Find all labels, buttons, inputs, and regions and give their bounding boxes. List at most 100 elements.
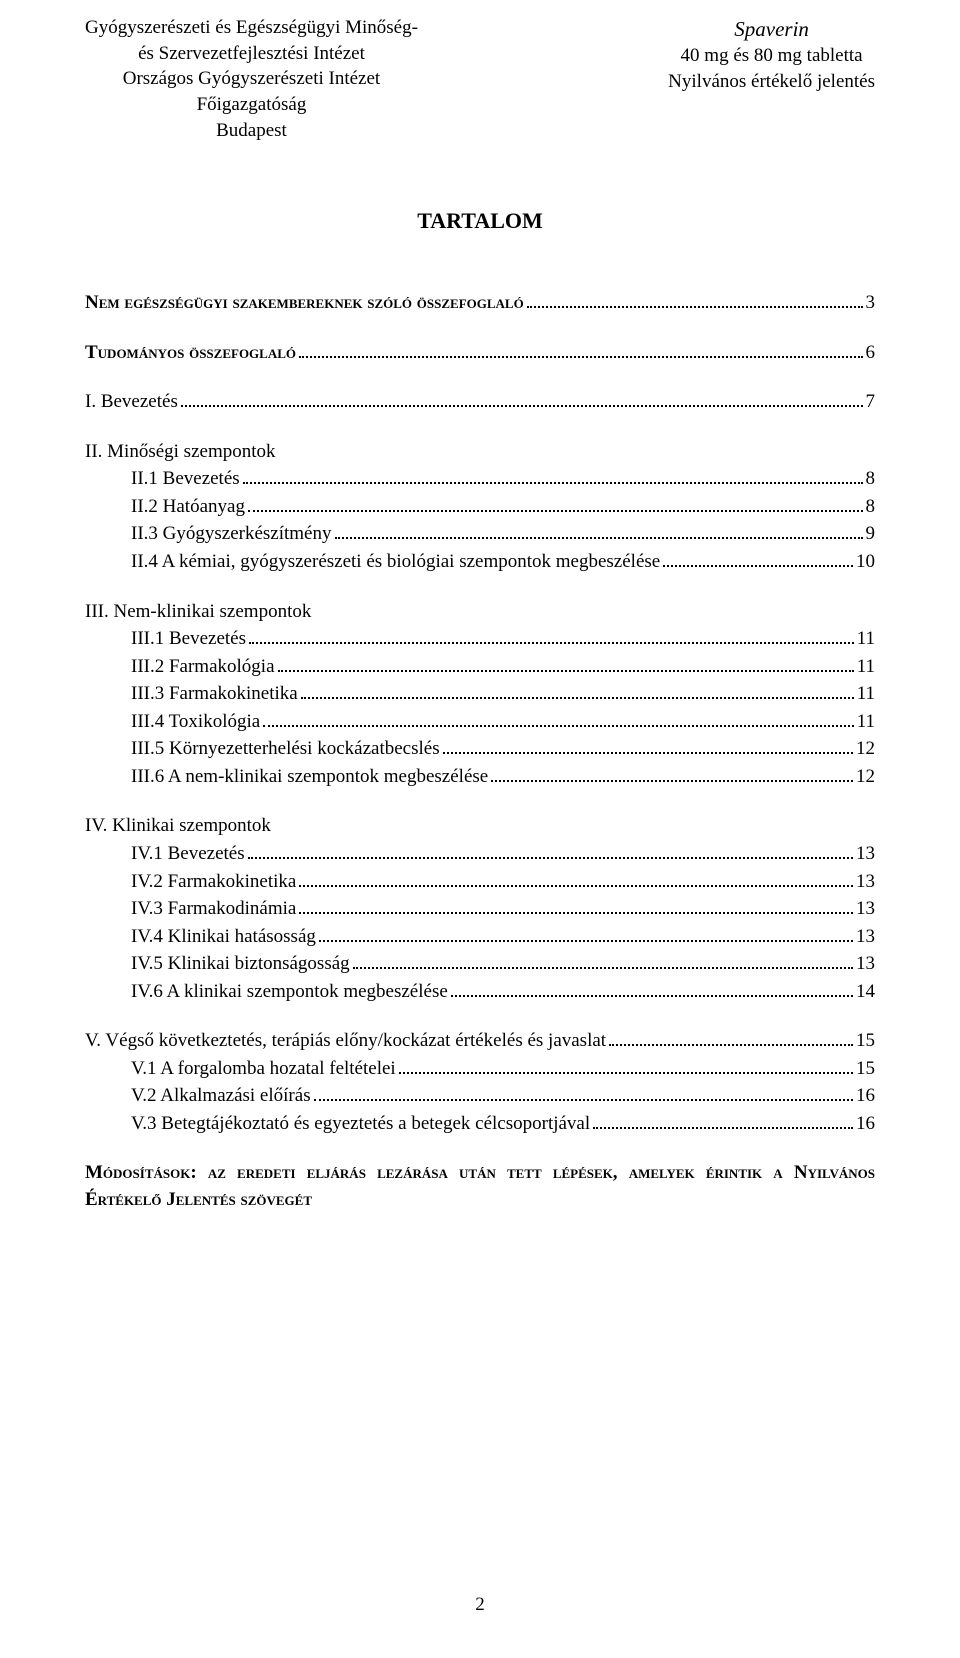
toc-dots [299,885,853,887]
toc-entry-text: III.3 Farmakokinetika [131,680,298,708]
toc-dots [243,482,863,484]
toc-entry-page: 10 [856,548,875,576]
toc-entry: V.2 Alkalmazási előírás 16 [131,1082,875,1110]
toc-entry-page: 11 [857,680,875,708]
toc-entry: II.4 A kémiai, gyógyszerészeti és biológ… [131,548,875,576]
toc-entry-text: IV.6 A klinikai szempontok megbeszélése [131,978,448,1006]
toc-entry-text: IV.3 Farmakodinámia [131,895,296,923]
toc-entry: III.4 Toxikológia 11 [131,708,875,736]
toc-entry: V. Végső következtetés, terápiás előny/k… [85,1027,875,1055]
toc-dots [399,1072,853,1074]
table-of-contents: Nem egészségügyi szakembereknek szóló ös… [85,289,875,1137]
toc-entry-text: III.2 Farmakológia [131,653,275,681]
toc-entry: V.3 Betegtájékoztató és egyeztetés a bet… [131,1110,875,1138]
toc-section-header: III. Nem-klinikai szempontok [85,598,875,626]
toc-entry-text: Tudományos összefoglaló [85,339,296,367]
toc-dots [335,537,863,539]
toc-entry: III.6 A nem-klinikai szempontok megbeszé… [131,763,875,791]
toc-entry-page: 13 [856,868,875,896]
toc-entry-page: 15 [856,1027,875,1055]
header-left-line2: és Szervezetfejlesztési Intézet [85,41,418,67]
toc-section-header: IV. Klinikai szempontok [85,812,875,840]
page-number: 2 [85,1594,875,1616]
footer-paragraph: Módosítások: az eredeti eljárás lezárása… [85,1160,875,1213]
toc-entry: III.3 Farmakokinetika 11 [131,680,875,708]
toc-entry: IV.2 Farmakokinetika 13 [131,868,875,896]
document-header: Gyógyszerészeti és Egészségügyi Minőség-… [85,15,875,143]
toc-entry-page: 13 [856,895,875,923]
toc-dots [527,306,863,308]
toc-entry: II.1 Bevezetés 8 [131,465,875,493]
toc-entry-text: V.2 Alkalmazási előírás [131,1082,311,1110]
toc-entry-page: 7 [866,388,876,416]
toc-dots [314,1099,853,1101]
header-left-line5: Budapest [85,118,418,144]
header-left-line4: Főigazgatóság [85,92,418,118]
toc-dots [248,857,853,859]
toc-entry-text: II.2 Hatóanyag [131,493,245,521]
toc-entry-text: III.4 Toxikológia [131,708,260,736]
toc-entry-page: 8 [866,465,876,493]
toc-entry-page: 9 [866,520,876,548]
toc-entry: IV.1 Bevezetés13 [131,840,875,868]
toc-entry-page: 11 [857,625,875,653]
toc-dots [181,405,863,407]
toc-entry-text: III. Nem-klinikai szempontok [85,601,311,622]
toc-entry-page: 6 [866,339,876,367]
toc-entry-text: IV. Klinikai szempontok [85,815,271,836]
toc-entry-text: I. Bevezetés [85,388,178,416]
toc-entry-page: 11 [857,708,875,736]
toc-entry-page: 13 [856,923,875,951]
toc-entry-page: 3 [866,289,876,317]
toc-dots [301,697,854,699]
toc-entry-page: 11 [857,653,875,681]
toc-entry-text: II.1 Bevezetés [131,465,240,493]
toc-dots [491,780,853,782]
toc-dots [299,356,862,358]
toc-entry: III.1 Bevezetés 11 [131,625,875,653]
toc-entry-text: V.3 Betegtájékoztató és egyeztetés a bet… [131,1110,590,1138]
toc-dots [593,1127,853,1129]
toc-dots [353,967,853,969]
toc-entry-page: 15 [856,1055,875,1083]
toc-dots [248,510,863,512]
product-name: Spaverin [668,15,875,43]
toc-entry: II.2 Hatóanyag 8 [131,493,875,521]
toc-entry-text: V.1 A forgalomba hozatal feltételei [131,1055,396,1083]
toc-entry: II.3 Gyógyszerkészítmény9 [131,520,875,548]
toc-dots [451,995,853,997]
toc-entry-text: IV.1 Bevezetés [131,840,245,868]
toc-entry: IV.6 A klinikai szempontok megbeszélése1… [131,978,875,1006]
toc-entry: I. Bevezetés 7 [85,388,875,416]
main-title: TARTALOM [85,208,875,234]
toc-entry-page: 8 [866,493,876,521]
toc-entry-page: 16 [856,1082,875,1110]
toc-entry-page: 12 [856,763,875,791]
toc-entry-page: 13 [856,950,875,978]
toc-entry-text: IV.2 Farmakokinetika [131,868,296,896]
header-right-line2: 40 mg és 80 mg tabletta [668,43,875,69]
toc-entry-text: Nem egészségügyi szakembereknek szóló ös… [85,289,524,317]
toc-entry-page: 16 [856,1110,875,1138]
toc-entry: Nem egészségügyi szakembereknek szóló ös… [85,289,875,317]
toc-dots [263,725,854,727]
toc-entry: IV.5 Klinikai biztonságosság 13 [131,950,875,978]
toc-entry: V.1 A forgalomba hozatal feltételei 15 [131,1055,875,1083]
toc-entry: IV.4 Klinikai hatásosság 13 [131,923,875,951]
header-left-line1: Gyógyszerészeti és Egészségügyi Minőség- [85,15,418,41]
toc-dots [319,940,853,942]
toc-dots [443,752,853,754]
header-left-line3: Országos Gyógyszerészeti Intézet [85,66,418,92]
toc-dots [249,642,854,644]
toc-entry-text: V. Végső következtetés, terápiás előny/k… [85,1027,606,1055]
toc-dots [609,1044,853,1046]
header-right-line3: Nyilvános értékelő jelentés [668,69,875,95]
toc-dots [278,670,854,672]
toc-entry: Tudományos összefoglaló 6 [85,339,875,367]
toc-entry-text: II.4 A kémiai, gyógyszerészeti és biológ… [131,548,660,576]
toc-entry-text: IV.5 Klinikai biztonságosság [131,950,350,978]
toc-entry-text: III.1 Bevezetés [131,625,246,653]
toc-entry-text: II. Minőségi szempontok [85,441,276,462]
toc-entry-page: 12 [856,735,875,763]
toc-entry-text: IV.4 Klinikai hatásosság [131,923,316,951]
